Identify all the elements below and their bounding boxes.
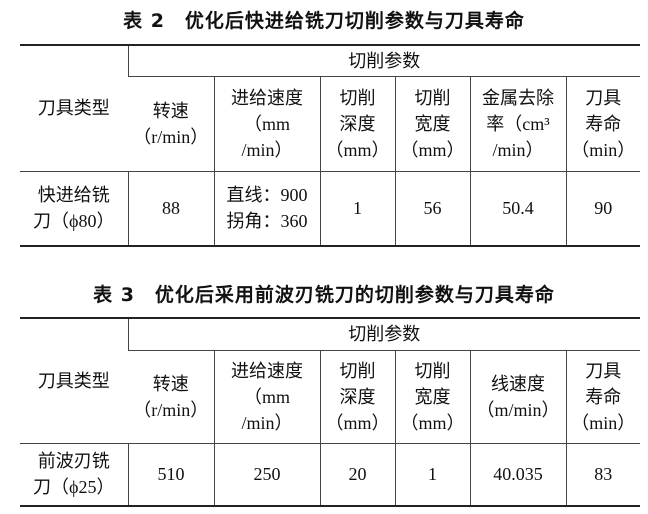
value-cell: 90 (565, 170, 641, 247)
table-2: 刀具类型 切削参数 转速 （r/min） 进给速度 （mm/min） 切削 深度 （mm） 切削宽… (20, 44, 641, 247)
cell-text-line: （mm (243, 113, 290, 134)
column-header: 切削宽度 （mm） (394, 75, 470, 171)
table-2-title: 表 2 优化后快进给铣刀切削参数与刀具寿命 (123, 10, 525, 32)
value-cell: 直线：900 拐角：360 (213, 170, 320, 247)
cell-text-line: 切削 (414, 87, 451, 108)
cell-text-line: 转速 (152, 100, 189, 121)
cell-text-line: 寿命 (585, 113, 622, 134)
cell-text-line: 金属去除 (482, 87, 554, 108)
table-row: 快进给铣刀（ϕ80） 88 直线：900 拐角：360 1 56 50.4 90 (20, 170, 641, 247)
tool-type-header: 刀具类型 (20, 44, 128, 171)
column-header: 切削宽度 （mm） (394, 349, 470, 443)
cell-text-line: 进给速度 (231, 87, 303, 108)
cell-text-line: 刀具 (585, 360, 622, 381)
column-header: 切削深度 （mm） (319, 75, 395, 171)
column-header: 刀具寿命 （min） (565, 349, 641, 443)
cell-text-line: 宽度 (414, 386, 451, 407)
value-cell: 40.035 (469, 442, 566, 507)
cell-text-line: 40.035 (493, 464, 543, 485)
cell-text-line: （mm） (325, 139, 390, 160)
table-row: 前波刃铣刀（ϕ25） 510 250 20 1 40.035 83 (20, 442, 641, 507)
cell-text-line: 56 (423, 198, 442, 219)
cell-text-line: （mm） (400, 139, 465, 160)
column-header: 金属去除率（cm³/min） (469, 75, 566, 171)
column-header: 转速 （r/min） (128, 349, 214, 443)
value-cell: 50.4 (469, 170, 566, 247)
cell-text-line: 20 (348, 464, 367, 485)
cell-text-line: 1 (353, 198, 362, 219)
cell-text-line: （mm (243, 386, 290, 407)
cell-text-line: 深度 (339, 113, 376, 134)
cell-text-line: 1 (428, 464, 437, 485)
cell-text-line: （min） (571, 139, 636, 160)
cell-text-line: 切削 (339, 360, 376, 381)
cell-text-line: 直线：900 (226, 185, 308, 206)
cell-text-line: 切削 (339, 87, 376, 108)
cell-text-line: 50.4 (502, 198, 534, 219)
table-3-title: 表 3 优化后采用前波刃铣刀的切削参数与刀具寿命 (93, 284, 555, 306)
column-header: 切削深度 （mm） (319, 349, 395, 443)
column-header: 进给速度 （mm/min） (213, 349, 320, 443)
tool-name-cell: 前波刃铣刀（ϕ25） (20, 442, 128, 507)
value-cell: 56 (394, 170, 470, 247)
cell-text-line: /min） (492, 139, 544, 160)
cell-text-line: （m/min） (476, 399, 560, 420)
cell-text-line: 快进给铣 (37, 185, 110, 206)
cell-text-line: 88 (162, 198, 180, 219)
cell-text-line: 转速 (152, 373, 189, 394)
cell-text-line: （r/min） (133, 126, 209, 147)
cell-text-line: 进给速度 (231, 360, 303, 381)
cell-text-line: （min） (571, 412, 636, 433)
cell-text-line: /min） (241, 139, 293, 160)
cell-text-line: 寿命 (585, 386, 622, 407)
group-header: 切削参数 (127, 44, 641, 76)
column-header: 转速 （r/min） (128, 75, 214, 171)
cell-text-line: 250 (253, 464, 281, 485)
value-cell: 83 (565, 442, 641, 507)
column-header: 刀具寿命 （min） (565, 75, 641, 171)
table-3: 刀具类型 切削参数 转速 （r/min） 进给速度 （mm/min） 切削 深度 （mm） 切削宽… (20, 317, 641, 507)
cell-text-line: 前波刃铣 (37, 451, 110, 472)
cell-text-line: 刀（ϕ25） (33, 477, 115, 498)
group-header: 切削参数 (127, 317, 641, 350)
cell-text-line: /min） (241, 412, 293, 433)
cell-text-line: 切削 (414, 360, 451, 381)
cell-text-line: （mm） (400, 412, 465, 433)
cell-text-line: （r/min） (133, 399, 209, 420)
cell-text-line: 拐角：360 (226, 211, 308, 232)
tool-type-header: 刀具类型 (20, 317, 128, 443)
cell-text-line: 刀具 (585, 87, 622, 108)
cell-text-line: 刀（ϕ80） (33, 211, 115, 232)
column-header: 进给速度 （mm/min） (213, 75, 320, 171)
cell-text-line: 510 (157, 464, 185, 485)
cell-text-line: 线速度 (491, 373, 545, 394)
tool-name-cell: 快进给铣刀（ϕ80） (20, 170, 128, 247)
value-cell: 20 (319, 442, 395, 507)
cell-text-line: 率（cm³ (486, 113, 550, 134)
cell-text-line: 宽度 (414, 113, 451, 134)
value-cell: 250 (213, 442, 320, 507)
cell-text-line: 90 (594, 198, 613, 219)
value-cell: 1 (319, 170, 395, 247)
value-cell: 1 (394, 442, 470, 507)
cell-text-line: 83 (594, 464, 613, 485)
cell-text-line: （mm） (325, 412, 390, 433)
cell-text-line: 深度 (339, 386, 376, 407)
value-cell: 88 (127, 170, 214, 247)
value-cell: 510 (127, 442, 214, 507)
column-header: 线速度 （m/min） (469, 349, 566, 443)
